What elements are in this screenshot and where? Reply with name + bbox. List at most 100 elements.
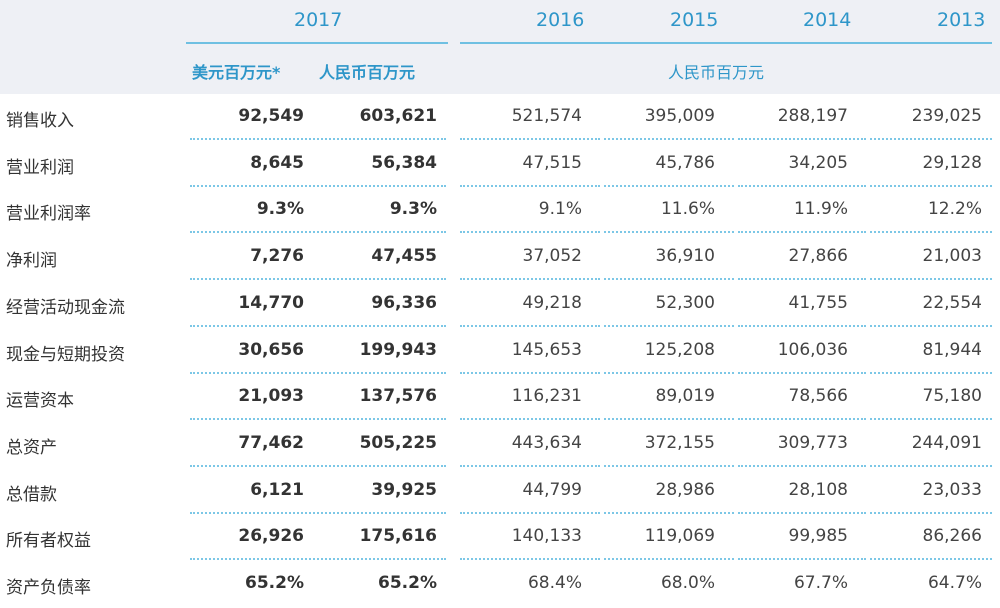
table-row: 经营活动现金流 14,770 96,336 49,218 52,300 41,755 22,… (0, 281, 1000, 328)
cell-value: 89,019 (655, 386, 715, 407)
cell-value: 21,093 (238, 386, 304, 407)
cell-value: 26,926 (238, 526, 304, 547)
row-divider (460, 138, 600, 140)
table-header: 2017 2016 2015 2014 2013 美元百万元* 人民币百万元 人… (0, 0, 1000, 94)
table-row: 所有者权益 26,926 175,616 140,133 119,069 99,985 86… (0, 514, 1000, 561)
table-row: 现金与短期投资 30,656 199,943 145,653 125,208 106,03… (0, 328, 1000, 375)
year-2015: 2015 (670, 9, 719, 31)
year-2016: 2016 (536, 9, 585, 31)
table-row: 净利润 7,276 47,455 37,052 36,910 27,866 21,003 (0, 234, 1000, 281)
cell-value: 8,645 (250, 152, 304, 173)
row-divider (190, 278, 446, 281)
row-divider (870, 464, 992, 467)
cell-value: 12.2% (927, 199, 982, 220)
cell-value: 22,554 (922, 292, 982, 313)
row-label: 总资产 (6, 437, 57, 458)
row-divider (190, 558, 446, 561)
cell-value: 96,336 (371, 292, 437, 313)
row-divider (738, 324, 866, 327)
row-divider (870, 278, 992, 281)
row-divider (460, 184, 600, 187)
cell-value: 521,574 (511, 106, 582, 126)
cell-value: 44,799 (522, 479, 582, 500)
row-divider (738, 184, 866, 187)
row-divider (604, 418, 734, 421)
row-divider (190, 371, 446, 374)
row-divider (190, 324, 446, 327)
row-divider (604, 138, 734, 140)
cell-value: 9.1% (538, 199, 582, 220)
year-2013: 2013 (937, 9, 986, 31)
row-divider (190, 511, 446, 514)
cell-value: 137,576 (359, 386, 437, 407)
row-divider (604, 558, 734, 561)
cell-value: 372,155 (644, 432, 715, 453)
row-divider (460, 371, 600, 374)
table-row: 销售收入 92,549 603,621 521,574 395,009 288,197 23… (0, 94, 1000, 141)
cell-value: 239,025 (911, 106, 982, 126)
unit-usd: 美元百万元* (192, 63, 281, 82)
table-row: 总借款 6,121 39,925 44,799 28,986 28,108 23,033 (0, 468, 1000, 515)
cell-value: 11.9% (793, 199, 848, 220)
cell-value: 140,133 (511, 526, 582, 547)
row-divider (460, 231, 600, 234)
cell-value: 99,985 (788, 526, 848, 547)
table-row: 资产负债率 65.2% 65.2% 68.4% 68.0% 67.7% 64.7% (0, 561, 1000, 608)
row-divider (460, 324, 600, 327)
row-divider (604, 511, 734, 514)
cell-value: 64.7% (927, 573, 982, 593)
cell-value: 92,549 (238, 106, 304, 126)
row-divider (738, 464, 866, 467)
cell-value: 81,944 (922, 339, 982, 360)
row-label: 资产负债率 (6, 578, 91, 598)
row-divider (460, 278, 600, 281)
history-years-rule (460, 42, 992, 44)
cell-value: 52,300 (655, 292, 715, 313)
unit-rmb-2017: 人民币百万元 (319, 63, 416, 82)
cell-value: 116,231 (511, 386, 582, 407)
cell-value: 36,910 (655, 246, 715, 267)
cell-value: 14,770 (238, 292, 304, 313)
row-divider (190, 231, 446, 234)
cell-value: 199,943 (359, 339, 437, 360)
cell-value: 119,069 (644, 526, 715, 547)
cell-value: 244,091 (911, 432, 982, 453)
cell-value: 11.6% (660, 199, 715, 220)
table-row: 总资产 77,462 505,225 443,634 372,155 309,773 244… (0, 421, 1000, 468)
row-divider (604, 184, 734, 187)
row-divider (870, 324, 992, 327)
year-2014: 2014 (803, 9, 852, 31)
row-divider (190, 184, 446, 187)
unit-rmb-history: 人民币百万元 (668, 63, 765, 82)
row-divider (870, 371, 992, 374)
cell-value: 39,925 (371, 479, 437, 500)
cell-value: 106,036 (777, 339, 848, 360)
cell-value: 77,462 (238, 432, 304, 453)
row-divider (738, 418, 866, 421)
row-divider (738, 511, 866, 514)
cell-value: 47,515 (522, 152, 582, 173)
row-label: 营业利润率 (6, 204, 91, 225)
row-divider (738, 231, 866, 234)
row-divider (604, 278, 734, 281)
cell-value: 68.0% (660, 573, 715, 593)
row-label: 所有者权益 (6, 531, 91, 552)
cell-value: 21,003 (922, 246, 982, 267)
cell-value: 505,225 (359, 432, 437, 453)
cell-value: 41,755 (788, 292, 848, 313)
cell-value: 56,384 (371, 152, 437, 173)
row-divider (738, 371, 866, 374)
table-row: 运营资本 21,093 137,576 116,231 89,019 78,566 75,1… (0, 374, 1000, 421)
row-divider (460, 511, 600, 514)
cell-value: 45,786 (655, 152, 715, 173)
cell-value: 6,121 (250, 479, 304, 500)
cell-value: 34,205 (788, 152, 848, 173)
row-divider (604, 324, 734, 327)
cell-value: 9.3% (256, 199, 304, 220)
cell-value: 7,276 (250, 246, 304, 267)
row-divider (604, 464, 734, 467)
row-label: 经营活动现金流 (6, 297, 125, 318)
cell-value: 309,773 (777, 432, 848, 453)
cell-value: 47,455 (371, 246, 437, 267)
cell-value: 37,052 (522, 246, 582, 267)
